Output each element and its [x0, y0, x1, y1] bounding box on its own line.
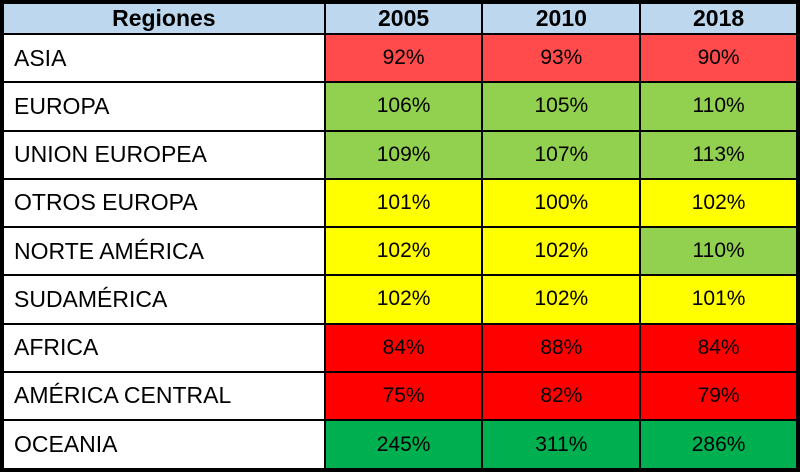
value-cell: 92%: [323, 32, 484, 84]
value-cell: 75%: [323, 370, 484, 422]
header-year: 2018: [639, 1, 799, 35]
table-row: EUROPA 106% 105% 110%: [1, 81, 799, 132]
region-name-cell: SUDAMÉRICA: [1, 274, 326, 325]
value-cell: 311%: [481, 419, 642, 471]
value-cell: 82%: [481, 370, 642, 422]
table-row: NORTE AMÉRICA 102% 102% 110%: [1, 226, 799, 277]
region-name-cell: AFRICA: [1, 322, 326, 373]
header-year: 2010: [481, 1, 642, 35]
header-row: Regiones 2005 2010 2018: [1, 1, 799, 35]
value-cell: 105%: [481, 81, 642, 132]
value-cell: 102%: [481, 226, 642, 277]
region-name-cell: AMÉRICA CENTRAL: [1, 370, 326, 422]
table-row: AMÉRICA CENTRAL 75% 82% 79%: [1, 370, 799, 422]
value-cell: 109%: [323, 129, 484, 180]
region-name-cell: EUROPA: [1, 81, 326, 132]
value-cell: 101%: [639, 274, 799, 325]
table-row: ASIA 92% 93% 90%: [1, 32, 799, 84]
header-regiones: Regiones: [1, 1, 326, 35]
table-row: SUDAMÉRICA 102% 102% 101%: [1, 274, 799, 325]
table-row: AFRICA 84% 88% 84%: [1, 322, 799, 373]
region-name-cell: ASIA: [1, 32, 326, 84]
value-cell: 93%: [481, 32, 642, 84]
header-year: 2005: [323, 1, 484, 35]
value-cell: 88%: [481, 322, 642, 373]
table-row: OCEANIA 245% 311% 286%: [1, 419, 799, 471]
region-name-cell: NORTE AMÉRICA: [1, 226, 326, 277]
value-cell: 84%: [323, 322, 484, 373]
value-cell: 102%: [481, 274, 642, 325]
value-cell: 100%: [481, 177, 642, 229]
region-name-cell: OTROS EUROPA: [1, 177, 326, 229]
value-cell: 102%: [323, 226, 484, 277]
value-cell: 102%: [639, 177, 799, 229]
value-cell: 110%: [639, 226, 799, 277]
value-cell: 106%: [323, 81, 484, 132]
region-name-cell: UNION EUROPEA: [1, 129, 326, 180]
value-cell: 79%: [639, 370, 799, 422]
value-cell: 101%: [323, 177, 484, 229]
region-name-cell: OCEANIA: [1, 419, 326, 471]
table-row: OTROS EUROPA 101% 100% 102%: [1, 177, 799, 229]
value-cell: 84%: [639, 322, 799, 373]
value-cell: 102%: [323, 274, 484, 325]
value-cell: 245%: [323, 419, 484, 471]
table-row: UNION EUROPEA 109% 107% 113%: [1, 129, 799, 180]
table-body: ASIA 92% 93% 90% EUROPA 106% 105% 110% UNION EUR…: [1, 32, 799, 471]
value-cell: 286%: [639, 419, 799, 471]
value-cell: 113%: [639, 129, 799, 180]
value-cell: 110%: [639, 81, 799, 132]
value-cell: 90%: [639, 32, 799, 84]
value-cell: 107%: [481, 129, 642, 180]
